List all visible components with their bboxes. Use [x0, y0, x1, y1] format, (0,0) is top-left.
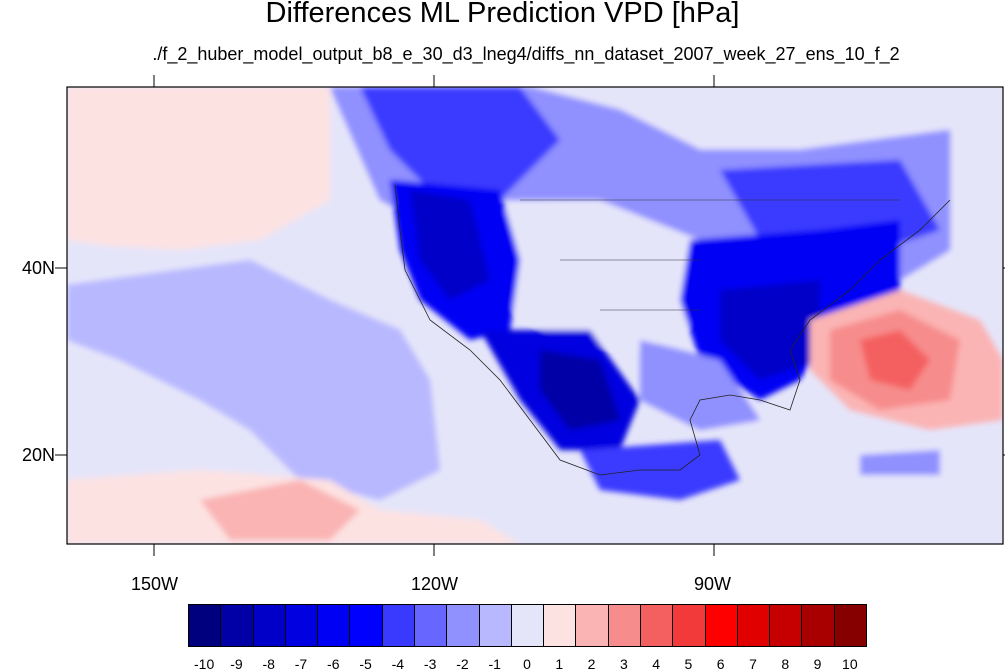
colorbar-label: 6: [716, 656, 725, 672]
colorbar-swatch: [252, 604, 286, 647]
colorbar-swatch: [349, 604, 383, 647]
colorbar-swatch: [801, 604, 835, 647]
colorbar-swatch: [478, 604, 512, 647]
colorbar-swatch: [575, 604, 609, 647]
lon-label-150w: 150W: [131, 574, 179, 594]
colorbar-label: 7: [749, 656, 757, 672]
colorbar-label: -9: [230, 656, 243, 672]
colorbar-label: 2: [587, 656, 596, 672]
colorbar-swatch: [704, 604, 738, 647]
colorbar-swatch: [510, 604, 545, 647]
colorbar-swatch: [220, 604, 254, 647]
lon-label-90w: 90W: [694, 574, 732, 594]
colorbar-swatch: [769, 604, 803, 647]
colorbar-label: 4: [652, 656, 661, 672]
colorbar-label: -4: [391, 656, 405, 672]
colorbar-label: 9: [813, 656, 822, 672]
colorbar-swatch: [607, 604, 641, 647]
colorbar-label: -8: [262, 656, 275, 672]
colorbar-swatch: [284, 604, 319, 647]
colorbar-label: 8: [781, 656, 790, 672]
colorbar-swatch: [317, 604, 351, 647]
colorbar-label: -3: [423, 656, 437, 672]
colorbar-label: 1: [555, 656, 564, 672]
colorbar-swatch: [672, 604, 706, 647]
colorbar-label: 5: [684, 656, 693, 672]
colorbar-label: 10: [842, 656, 858, 672]
lat-label-40n: 40N: [22, 258, 56, 278]
colorbar-label: 3: [619, 656, 628, 672]
lat-label-20n: 20N: [22, 445, 56, 465]
colorbar-label: -10: [194, 656, 215, 672]
colorbar-label: 0: [523, 656, 531, 672]
colorbar-swatch: [833, 604, 867, 647]
map-frame: [66, 86, 1004, 545]
colorbar-swatch: [543, 604, 577, 647]
map-field: [67, 87, 1003, 544]
colorbar-swatch: [640, 604, 674, 647]
colorbar-label: -6: [327, 656, 340, 672]
colorbar-swatch: [381, 604, 415, 647]
map-title: Differences ML Prediction VPD [hPa]: [265, 0, 740, 29]
colorbar-swatch: [736, 604, 771, 647]
lon-label-120w: 120W: [411, 574, 459, 594]
axis-ticks: [55, 75, 1005, 556]
colorbar-label: -5: [359, 656, 372, 672]
colorbar-swatch: [414, 604, 448, 647]
colorbar-swatch: [446, 604, 480, 647]
colorbar-swatch: [188, 604, 222, 647]
colorbar-label: -1: [488, 656, 501, 672]
colorbar-label: -2: [456, 656, 469, 672]
colorbar-label: -7: [294, 656, 308, 672]
map-subtitle: ./f_2_huber_model_output_b8_e_30_d3_lneg…: [152, 44, 900, 64]
